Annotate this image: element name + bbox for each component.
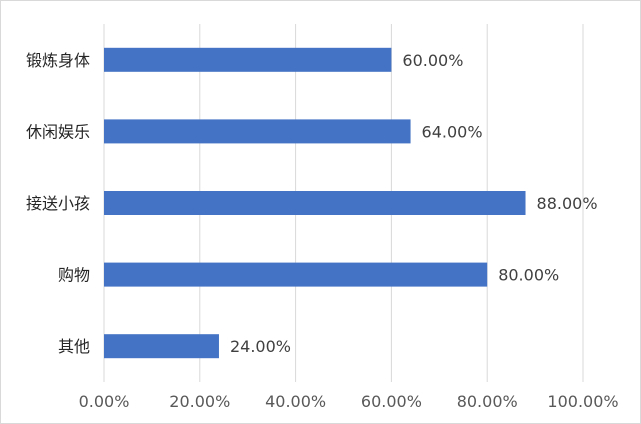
x-tick-label: 60.00% [361,392,422,411]
x-tick-label: 80.00% [457,392,518,411]
data-label: 60.00% [402,51,463,70]
data-label: 80.00% [498,266,559,285]
category-label: 接送小孩 [26,194,90,213]
bar [104,119,411,144]
data-label: 24.00% [230,337,291,356]
category-label: 购物 [58,266,90,285]
bar [104,262,488,287]
bar [104,47,392,72]
data-label: 88.00% [537,194,598,213]
bar [104,334,219,359]
category-label: 其他 [58,337,90,356]
data-label: 64.00% [422,122,483,141]
x-tick-label: 100.00% [547,392,618,411]
x-tick-label: 40.00% [265,392,326,411]
x-tick-label: 0.00% [79,392,130,411]
x-tick-label: 20.00% [169,392,230,411]
category-label: 休闲娱乐 [26,122,90,141]
bar [104,191,526,215]
category-label: 锻炼身体 [26,51,90,70]
